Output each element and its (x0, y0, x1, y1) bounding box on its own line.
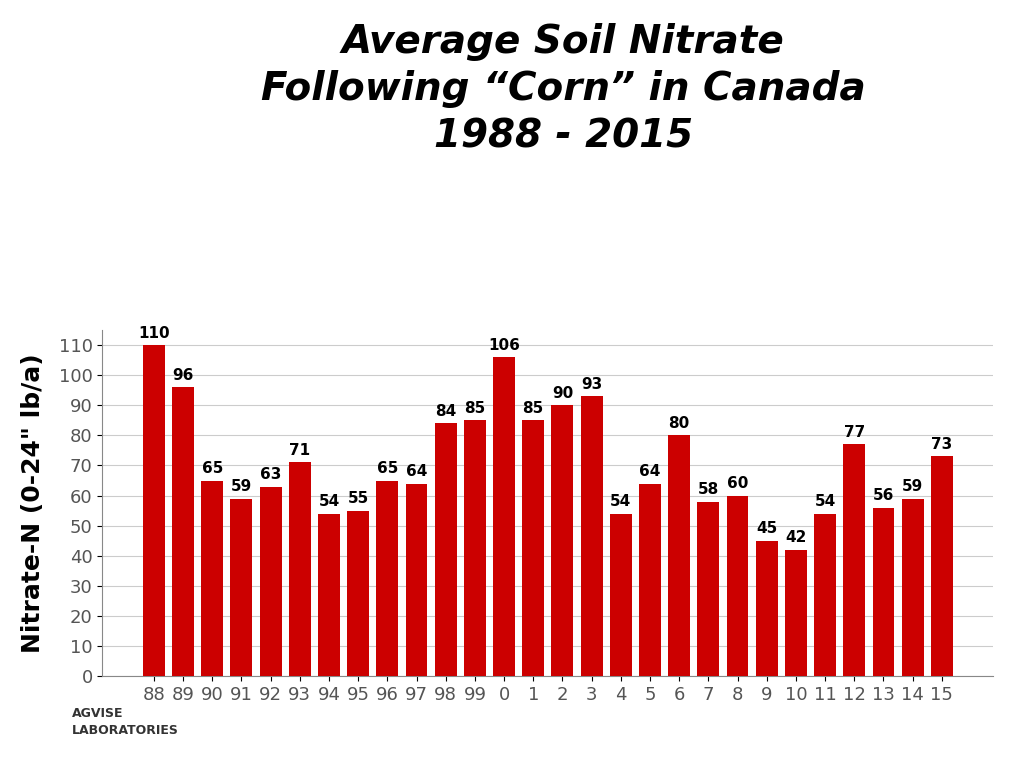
Text: 65: 65 (202, 461, 223, 476)
Bar (464, 420, 485, 676)
Bar (230, 498, 252, 676)
Y-axis label: Nitrate-N (0-24" lb/a): Nitrate-N (0-24" lb/a) (20, 353, 45, 653)
Text: AGVISE
LABORATORIES: AGVISE LABORATORIES (72, 707, 178, 737)
Bar (872, 508, 894, 676)
Bar (844, 445, 865, 676)
Bar (814, 514, 836, 676)
Bar (202, 481, 223, 676)
Text: 54: 54 (610, 494, 632, 509)
Bar (172, 387, 194, 676)
Text: 93: 93 (581, 377, 602, 392)
Text: 42: 42 (785, 530, 807, 545)
Bar (377, 481, 398, 676)
Text: 73: 73 (931, 437, 952, 452)
Bar (669, 435, 690, 676)
Bar (902, 498, 924, 676)
Bar (522, 420, 544, 676)
Text: 64: 64 (639, 464, 660, 479)
Bar (347, 511, 369, 676)
Text: 106: 106 (488, 338, 520, 353)
Bar (406, 484, 427, 676)
Bar (697, 502, 719, 676)
Text: 65: 65 (377, 461, 398, 476)
Text: 71: 71 (289, 443, 310, 458)
Text: 54: 54 (814, 494, 836, 509)
Bar (318, 514, 340, 676)
Bar (435, 423, 457, 676)
Text: 45: 45 (756, 521, 777, 536)
Bar (639, 484, 660, 676)
Bar (289, 462, 310, 676)
Text: Average Soil Nitrate
Following “Corn” in Canada
1988 - 2015: Average Soil Nitrate Following “Corn” in… (261, 23, 865, 155)
Bar (727, 495, 749, 676)
Bar (785, 550, 807, 676)
Bar (581, 396, 602, 676)
Text: 90: 90 (552, 386, 573, 401)
Text: 56: 56 (872, 488, 894, 503)
Bar (610, 514, 632, 676)
Text: 54: 54 (318, 494, 340, 509)
Text: 84: 84 (435, 404, 457, 419)
Bar (552, 406, 573, 676)
Text: 85: 85 (522, 401, 544, 416)
Text: 55: 55 (347, 491, 369, 506)
Bar (143, 346, 165, 676)
Bar (931, 456, 952, 676)
Text: 59: 59 (902, 479, 924, 494)
Text: 96: 96 (172, 368, 194, 382)
Bar (756, 541, 777, 676)
Text: 60: 60 (727, 476, 749, 491)
Text: 80: 80 (669, 416, 690, 431)
Text: 64: 64 (406, 464, 427, 479)
Text: 110: 110 (138, 326, 170, 341)
Text: 59: 59 (230, 479, 252, 494)
Text: 85: 85 (464, 401, 485, 416)
Bar (494, 357, 515, 676)
Text: 58: 58 (697, 482, 719, 497)
Bar (260, 486, 282, 676)
Text: 63: 63 (260, 467, 282, 482)
Text: 77: 77 (844, 425, 865, 440)
